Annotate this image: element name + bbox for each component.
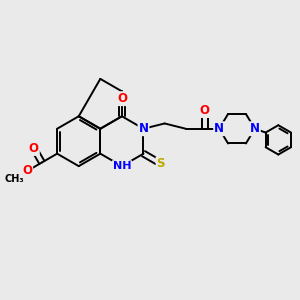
- Text: O: O: [22, 164, 32, 178]
- Text: N: N: [250, 122, 260, 135]
- Text: NH: NH: [113, 161, 131, 171]
- Text: O: O: [29, 142, 39, 155]
- Text: CH₃: CH₃: [4, 174, 24, 184]
- Text: S: S: [157, 157, 165, 170]
- Text: O: O: [200, 104, 210, 117]
- Text: N: N: [214, 122, 224, 135]
- Text: N: N: [139, 122, 148, 135]
- Text: O: O: [117, 92, 127, 105]
